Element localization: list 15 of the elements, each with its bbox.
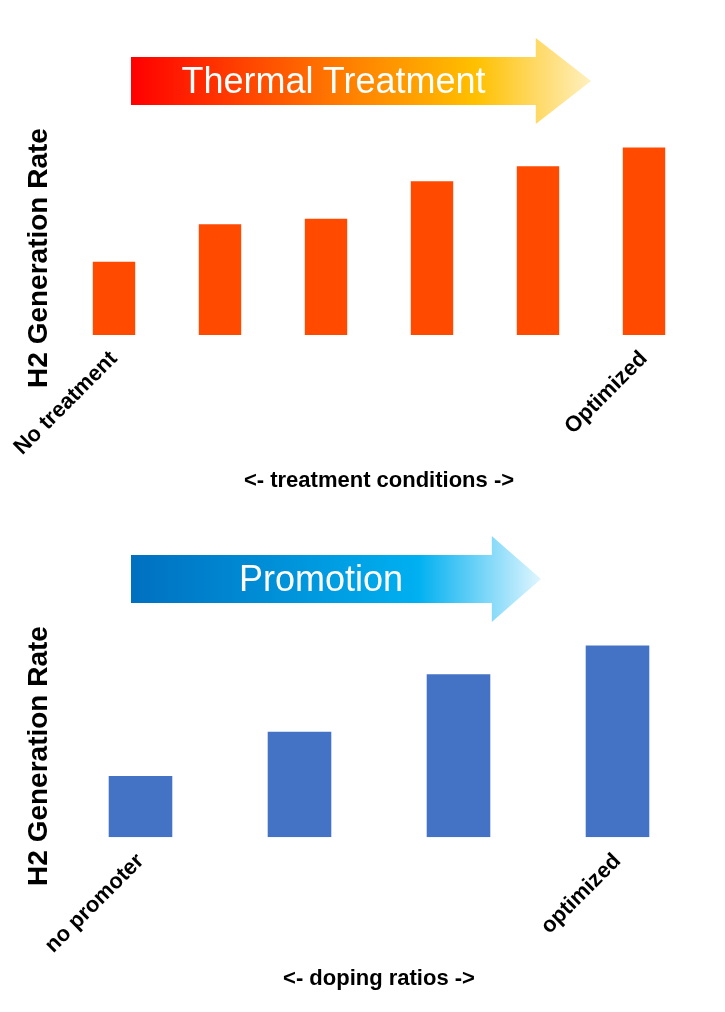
bar (426, 674, 491, 838)
chart-title: Thermal Treatment (180, 59, 487, 103)
bar (516, 166, 560, 335)
x-axis-title: <- doping ratios -> (283, 964, 475, 990)
x-axis-title: <- treatment conditions -> (243, 466, 515, 492)
bar (108, 775, 173, 838)
bar (198, 224, 242, 335)
bar (622, 147, 666, 335)
chart-title: Promotion (237, 557, 405, 601)
bar (585, 645, 650, 838)
bar (304, 218, 348, 335)
bar (410, 181, 454, 335)
bar (92, 261, 136, 335)
y-axis-title: H2 Generation Rate (22, 626, 54, 886)
bar (267, 731, 332, 838)
